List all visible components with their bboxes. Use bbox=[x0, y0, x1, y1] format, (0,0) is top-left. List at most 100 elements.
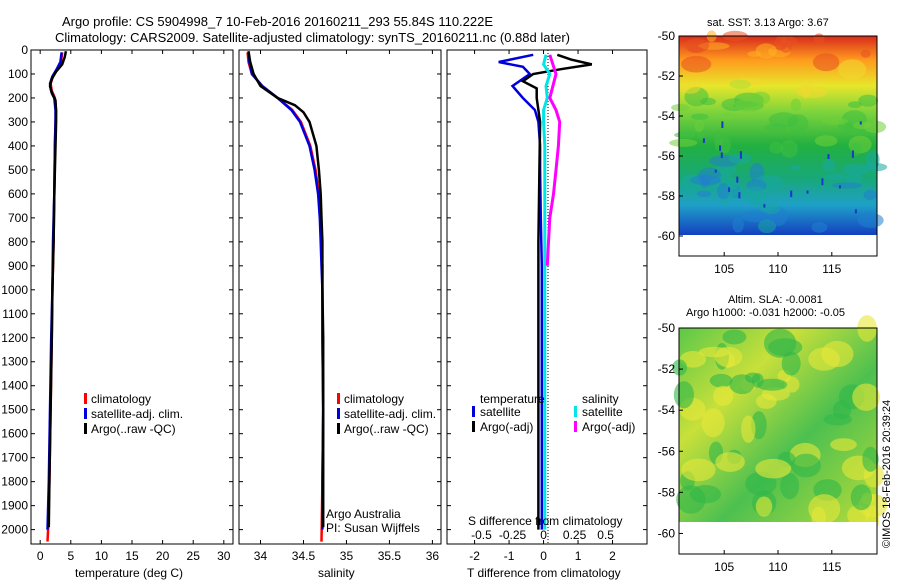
sst-texture-blob bbox=[780, 40, 792, 53]
depth-tick-label: 1400 bbox=[1, 379, 28, 393]
map-y-tick-label: -52 bbox=[658, 69, 676, 83]
map-y-tick-label: -60 bbox=[658, 526, 676, 540]
temperature-x-ticks: 0 5 10 15 20 25 30 bbox=[37, 50, 231, 563]
sst-texture-blob bbox=[720, 197, 729, 205]
sst-cold-streak bbox=[821, 178, 824, 186]
x-tick-label: 0 bbox=[37, 549, 44, 563]
sla-texture-blob bbox=[701, 408, 725, 438]
sst-texture-blob bbox=[857, 212, 884, 228]
sla-texture-blob bbox=[791, 453, 821, 478]
x-tick-label: 1 bbox=[575, 549, 582, 563]
salinity-depth-ticks bbox=[239, 49, 441, 531]
depth-tick-label: 600 bbox=[8, 187, 28, 201]
sla-texture-blob bbox=[847, 504, 870, 526]
sla-texture bbox=[672, 315, 888, 532]
sst-cold-streak bbox=[859, 121, 862, 125]
depth-tick-label: 1600 bbox=[1, 427, 28, 441]
sla-texture-blob bbox=[862, 446, 879, 472]
sst-texture-blob bbox=[769, 141, 783, 154]
sla-texture-blob bbox=[832, 400, 852, 420]
sst-ticks: 105 110 115 -50 -52 -54 -56 -58 -60 bbox=[658, 29, 842, 276]
sst-texture-blob bbox=[852, 121, 872, 130]
sla-texture-blob bbox=[679, 351, 707, 368]
legend-swatch-satellite bbox=[84, 408, 87, 419]
sst-cold-streak bbox=[720, 152, 723, 158]
sla-texture-blob bbox=[784, 376, 800, 393]
map-x-tick-label: 115 bbox=[822, 560, 841, 574]
map-y-tick-label: -56 bbox=[658, 149, 676, 163]
sst-texture-blob bbox=[811, 222, 828, 233]
sst-cold-streak bbox=[728, 187, 731, 192]
difference-legend: temperature salinity satellite Argo(-adj… bbox=[472, 392, 635, 434]
depth-tick-label: 1700 bbox=[1, 451, 28, 465]
s-difference-label: S difference from climatology bbox=[468, 514, 623, 528]
x-tick-label: -1 bbox=[504, 549, 515, 563]
map-y-tick-label: -50 bbox=[658, 321, 676, 335]
sla-texture-blob bbox=[709, 373, 733, 388]
depth-tick-label: 1200 bbox=[1, 331, 28, 345]
difference-lines bbox=[498, 53, 593, 530]
t-difference-label: T difference from climatology bbox=[467, 566, 621, 580]
s-tick-label: -0.5 bbox=[471, 528, 492, 542]
x-tick-label: 20 bbox=[156, 549, 170, 563]
sst-texture-blob bbox=[691, 113, 709, 120]
map-y-tick-label: -58 bbox=[658, 189, 676, 203]
sst-texture-blob bbox=[720, 112, 737, 120]
sst-texture-blob bbox=[790, 164, 801, 171]
x-tick-label: 10 bbox=[95, 549, 109, 563]
sst-texture bbox=[669, 30, 888, 234]
depth-tick-label: 1000 bbox=[1, 283, 28, 297]
sst-cold-streak bbox=[738, 192, 741, 199]
map-y-tick-label: -52 bbox=[658, 362, 676, 376]
sst-texture-blob bbox=[755, 43, 777, 59]
sst-texture-blob bbox=[842, 163, 869, 176]
sst-cold-streak bbox=[763, 204, 766, 208]
salinity-x-label: salinity bbox=[318, 566, 355, 580]
series-line-s-satellite bbox=[541, 54, 552, 530]
sst-texture-blob bbox=[865, 150, 880, 170]
sst-texture-blob bbox=[671, 104, 690, 112]
salinity-panel: 34 34.5 35 35.5 36 salinity climatology sate… bbox=[238, 49, 442, 580]
sla-texture-blob bbox=[672, 359, 687, 376]
series-line-t-argo-adj- bbox=[520, 53, 593, 530]
temperature-legend: climatology satellite-adj. clim. Argo(..… bbox=[84, 392, 183, 436]
depth-tick-label: 100 bbox=[8, 67, 28, 81]
map-y-tick-label: -58 bbox=[658, 485, 676, 499]
temperature-depth-ticks: 0 100 200 300 400 500 600 700 800 900 1000 1100 1200… bbox=[1, 43, 233, 537]
sst-texture-blob bbox=[679, 80, 701, 94]
sst-texture-blob bbox=[822, 159, 836, 173]
sla-land-mask bbox=[679, 522, 877, 554]
sst-texture-blob bbox=[832, 182, 862, 189]
depth-tick-label: 700 bbox=[8, 211, 28, 225]
legend-label-argo: Argo(..raw -QC) bbox=[344, 422, 429, 436]
s-tick-label: 0.25 bbox=[563, 528, 587, 542]
legend-swatch-s-satellite bbox=[574, 406, 577, 417]
sla-texture-blob bbox=[850, 484, 873, 511]
sst-texture-blob bbox=[800, 80, 811, 99]
legend-title-salinity: salinity bbox=[582, 392, 619, 406]
sst-texture-blob bbox=[714, 131, 723, 151]
legend-label-satellite: satellite-adj. clim. bbox=[91, 407, 183, 421]
sla-texture-blob bbox=[768, 338, 803, 357]
sst-texture-blob bbox=[790, 98, 802, 111]
sla-texture-blob bbox=[808, 347, 840, 371]
legend-swatch-t-argo bbox=[472, 421, 475, 432]
temperature-x-label: temperature (deg C) bbox=[75, 566, 183, 580]
legend-label-satellite: satellite-adj. clim. bbox=[344, 407, 436, 421]
difference-frame bbox=[446, 49, 648, 545]
sst-texture-blob bbox=[689, 175, 722, 186]
x-tick-label: 35.5 bbox=[378, 549, 402, 563]
map-x-tick-label: 105 bbox=[714, 262, 734, 276]
legend-label-t-satellite: satellite bbox=[480, 405, 521, 419]
sst-land-mask bbox=[679, 235, 877, 256]
sst-cold-streak bbox=[736, 176, 739, 183]
map-y-tick-label: -54 bbox=[658, 403, 676, 417]
temperature-frame bbox=[30, 49, 234, 545]
salinity-lines bbox=[246, 51, 325, 542]
depth-tick-label: 200 bbox=[8, 91, 28, 105]
map-x-tick-label: 105 bbox=[714, 560, 734, 574]
title-line-1: Argo profile: CS 5904998_7 10-Feb-2016 2… bbox=[62, 14, 493, 29]
legend-swatch-t-satellite bbox=[472, 406, 475, 417]
x-tick-label: 30 bbox=[217, 549, 231, 563]
